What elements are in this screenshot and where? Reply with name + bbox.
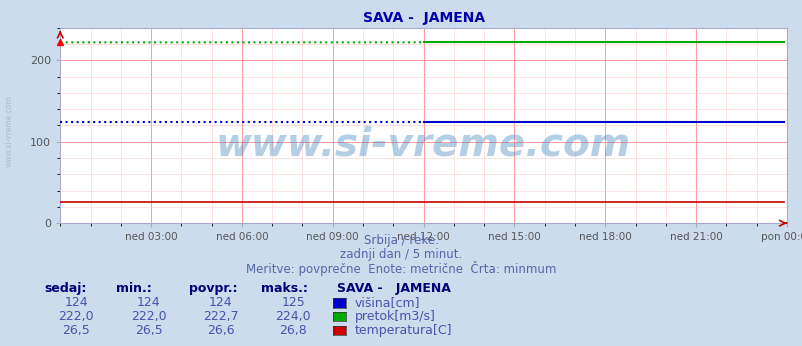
Text: Meritve: povprečne  Enote: metrične  Črta: minmum: Meritve: povprečne Enote: metrične Črta:… bbox=[246, 261, 556, 276]
Text: 124: 124 bbox=[136, 296, 160, 309]
Text: 26,8: 26,8 bbox=[279, 324, 306, 337]
Text: 26,5: 26,5 bbox=[63, 324, 90, 337]
Text: maks.:: maks.: bbox=[261, 282, 307, 295]
Text: SAVA -   JAMENA: SAVA - JAMENA bbox=[337, 282, 451, 295]
Text: zadnji dan / 5 minut.: zadnji dan / 5 minut. bbox=[340, 248, 462, 261]
Text: 224,0: 224,0 bbox=[275, 310, 310, 323]
Text: sedaj:: sedaj: bbox=[44, 282, 87, 295]
Text: 222,0: 222,0 bbox=[59, 310, 94, 323]
Text: pretok[m3/s]: pretok[m3/s] bbox=[354, 310, 435, 323]
Text: 26,5: 26,5 bbox=[135, 324, 162, 337]
Text: višina[cm]: višina[cm] bbox=[354, 296, 420, 309]
Text: 124: 124 bbox=[64, 296, 88, 309]
Text: povpr.:: povpr.: bbox=[188, 282, 237, 295]
Text: www.si-vreme.com: www.si-vreme.com bbox=[216, 126, 630, 164]
Text: 124: 124 bbox=[209, 296, 233, 309]
Text: min.:: min.: bbox=[116, 282, 152, 295]
Title: SAVA -  JAMENA: SAVA - JAMENA bbox=[362, 11, 484, 25]
Text: 222,0: 222,0 bbox=[131, 310, 166, 323]
Text: 26,6: 26,6 bbox=[207, 324, 234, 337]
Text: www.si-vreme.com: www.si-vreme.com bbox=[5, 95, 14, 167]
Text: 125: 125 bbox=[281, 296, 305, 309]
Text: 222,7: 222,7 bbox=[203, 310, 238, 323]
Text: Srbija / reke.: Srbija / reke. bbox=[363, 234, 439, 247]
Text: temperatura[C]: temperatura[C] bbox=[354, 324, 452, 337]
